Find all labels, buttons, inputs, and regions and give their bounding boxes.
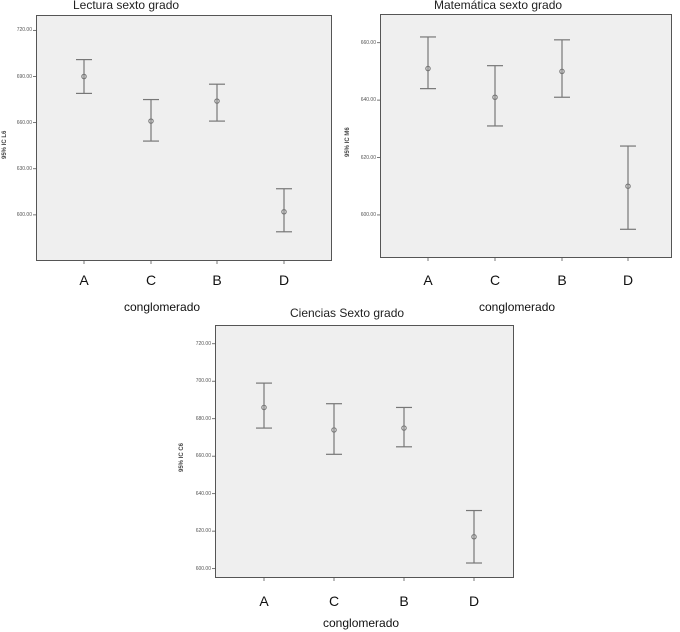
mean-point-A [425,65,431,72]
mean-point-D [281,209,287,215]
y-tick-label: 600.00 [16,211,32,218]
y-tick-label: 640.00 [195,490,211,497]
mean-point-D [471,534,477,540]
y-tick-label: 660.00 [195,453,211,460]
plot-area [36,15,332,261]
chart-title: Lectura sexto grado [73,0,180,12]
mean-point-A [261,404,267,411]
y-tick-label: 660.00 [360,39,376,46]
y-tick-label: 680.00 [195,415,211,422]
category-label-D: D [622,272,634,288]
y-tick-label: 690.00 [16,73,32,80]
y-tick-label: 620.00 [195,528,211,535]
x-axis-label: conglomerado [323,616,400,630]
chart-title: Matemática sexto grado [434,0,563,12]
category-label-B: B [212,272,222,288]
category-label-C: C [328,593,340,609]
mean-point-C [331,427,337,433]
x-axis-label: conglomerado [479,300,556,314]
y-tick-label: 620.00 [360,154,376,161]
category-label-B: B [399,593,409,609]
chart-title: Ciencias Sexto grado [290,306,405,320]
mean-point-B [214,98,220,104]
category-label-C: C [489,272,501,288]
mean-point-C [148,118,154,124]
category-label-D: D [278,272,290,288]
mean-point-D [625,183,631,189]
y-tick-label: 720.00 [195,340,211,347]
category-label-A: A [423,272,433,288]
category-label-B: B [557,272,567,288]
mean-point-A [81,73,87,80]
plot-area [380,14,672,258]
y-tick-label: 630.00 [16,165,32,172]
category-label-C: C [145,272,157,288]
y-tick-label: 600.00 [360,211,376,218]
mean-point-C [492,94,498,100]
plot-area [215,325,514,578]
y-tick-label: 720.00 [16,27,32,34]
category-label-A: A [259,593,269,609]
category-label-D: D [468,593,480,609]
category-label-A: A [79,272,89,288]
x-axis-label: conglomerado [124,300,201,314]
y-tick-label: 660.00 [16,119,32,126]
y-tick-label: 640.00 [360,97,376,104]
y-tick-label: 600.00 [195,565,211,572]
y-tick-label: 700.00 [195,378,211,385]
mean-point-B [559,68,565,75]
mean-point-B [401,425,407,431]
